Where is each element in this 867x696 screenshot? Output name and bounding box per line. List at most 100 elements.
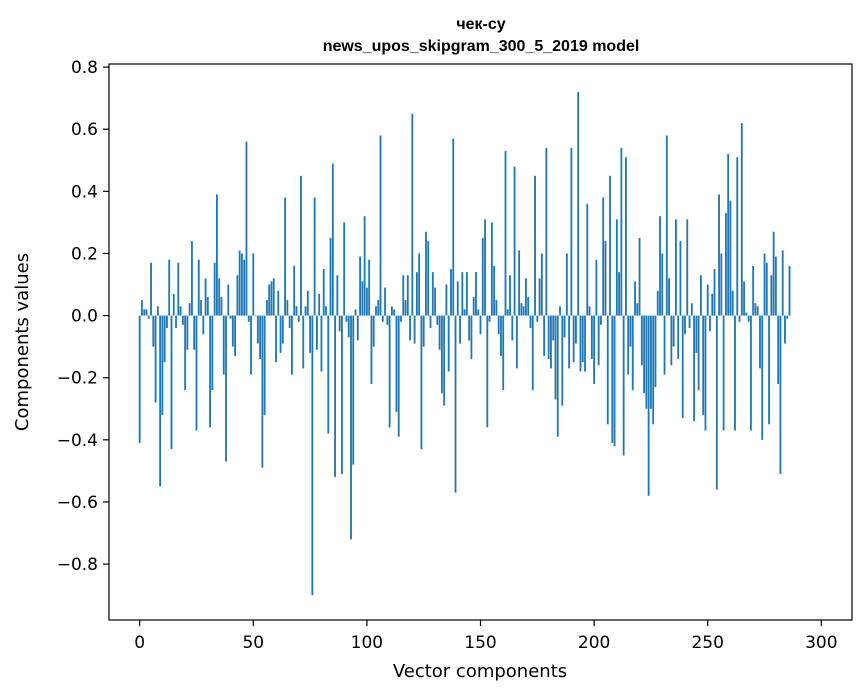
bar-161	[504, 150, 507, 316]
bar-11	[163, 315, 166, 363]
bar-115	[400, 315, 402, 322]
bar-275	[763, 253, 766, 316]
bar-244	[693, 315, 695, 422]
bar-268	[747, 315, 750, 322]
bar-210	[615, 219, 618, 316]
bar-65	[286, 300, 289, 316]
bar-91	[345, 315, 348, 322]
bar-96	[356, 315, 359, 341]
bar-215	[627, 315, 630, 375]
bar-206	[606, 315, 609, 425]
bar-208	[611, 315, 614, 443]
bar-228	[656, 290, 659, 316]
bar-92	[347, 315, 350, 338]
bar-7	[154, 315, 157, 403]
bar-93	[350, 315, 352, 540]
bar-21	[186, 315, 189, 350]
y-tick-label: −0.6	[57, 493, 98, 513]
bar-176	[538, 278, 541, 316]
bar-218	[634, 281, 636, 316]
bar-4	[147, 315, 150, 319]
bar-234	[670, 315, 673, 366]
bar-55	[263, 315, 266, 415]
bar-133	[440, 315, 443, 394]
bar-146	[470, 315, 473, 360]
bar-135	[445, 284, 448, 316]
bar-44	[238, 250, 241, 316]
bar-62	[279, 315, 282, 353]
bar-31	[209, 315, 212, 428]
bar-151	[481, 237, 484, 316]
bar-49	[250, 315, 252, 375]
bar-226	[652, 315, 655, 425]
bar-263	[736, 157, 739, 316]
bar-130	[434, 287, 436, 316]
bar-152	[484, 219, 486, 316]
bar-216	[629, 315, 632, 347]
bar-26	[197, 259, 200, 316]
bar-156	[493, 265, 496, 316]
bar-279	[772, 231, 775, 316]
bar-255	[718, 194, 720, 316]
bar-177	[540, 253, 543, 316]
bar-9	[159, 315, 162, 487]
bar-155	[490, 222, 493, 316]
bar-242	[688, 315, 691, 329]
bar-254	[715, 315, 718, 490]
bar-179	[545, 147, 548, 316]
bar-114	[397, 315, 400, 437]
bar-173	[531, 315, 534, 391]
bar-90	[343, 222, 346, 316]
bar-193	[577, 91, 580, 316]
bar-172	[529, 315, 532, 329]
bar-174	[534, 175, 536, 316]
bar-66	[288, 315, 291, 329]
bar-202	[597, 315, 600, 366]
bar-143	[463, 309, 466, 316]
bar-132	[438, 315, 441, 350]
bar-109	[386, 315, 389, 325]
bar-128	[429, 315, 432, 329]
bar-28	[202, 315, 205, 335]
bar-68	[293, 265, 296, 316]
bar-197	[586, 203, 589, 316]
bar-211	[618, 272, 621, 316]
bar-278	[770, 275, 773, 316]
bar-138	[452, 138, 455, 316]
bar-169	[522, 306, 525, 316]
bar-191	[572, 315, 575, 363]
bar-124	[420, 315, 423, 450]
bar-60	[275, 315, 277, 363]
bar-261	[731, 290, 734, 316]
bar-41	[231, 315, 234, 347]
bar-183	[554, 315, 557, 400]
bar-224	[647, 315, 650, 496]
bar-121	[413, 315, 416, 344]
bar-265	[740, 123, 743, 316]
bar-220	[638, 237, 641, 316]
bar-205	[604, 241, 607, 316]
bar-63	[281, 315, 284, 344]
bar-24	[193, 315, 196, 350]
bar-188	[565, 253, 568, 316]
bar-213	[622, 315, 625, 456]
bar-1	[141, 300, 143, 316]
bar-89	[340, 315, 343, 475]
bar-82	[325, 306, 327, 316]
bar-46	[243, 259, 246, 316]
bar-53	[259, 315, 262, 360]
bar-12	[166, 315, 168, 329]
bar-238	[679, 241, 682, 316]
bar-70	[297, 315, 300, 322]
bar-15	[172, 293, 175, 316]
bar-131	[436, 315, 439, 325]
bar-271	[754, 303, 757, 316]
bar-282	[779, 315, 782, 475]
y-tick-label: 0.2	[71, 244, 98, 264]
bar-153	[486, 315, 489, 428]
bar-260	[729, 200, 732, 316]
bar-196	[584, 315, 586, 372]
bar-270	[752, 265, 755, 316]
bar-267	[745, 312, 748, 316]
